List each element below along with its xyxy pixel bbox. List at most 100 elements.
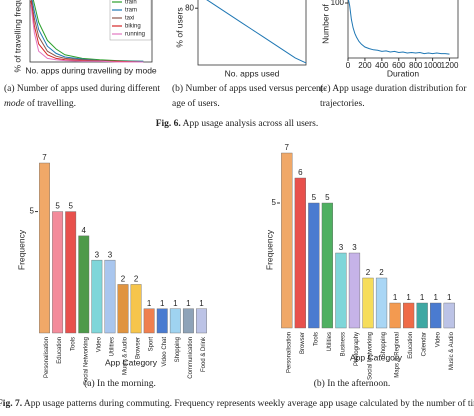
x-tick-label: Maps & Regional <box>395 332 401 378</box>
value-label: 7 <box>285 143 290 152</box>
caption-part: App usage patterns during commuting. Fre… <box>22 398 474 409</box>
y-tick-label: 80 <box>185 3 194 12</box>
figure-caption: Fig. 7. App usage patterns during commut… <box>0 398 474 409</box>
x-tick-label: Video Chat <box>162 337 168 367</box>
y-tick-label: 5 <box>30 207 35 216</box>
caption: mode of travelling. <box>4 98 76 109</box>
x-tick-label: Calendar <box>422 332 428 356</box>
value-label: 3 <box>339 243 344 252</box>
bar <box>443 302 455 329</box>
value-label: 3 <box>352 243 357 252</box>
bar <box>281 152 293 329</box>
chart: 5 7 Personalisation 6 Browser 5 Tools 5 Utilitie… <box>264 143 455 380</box>
plot-frame <box>29 0 153 63</box>
x-tick-label: Photography <box>354 332 360 366</box>
bar <box>308 202 320 329</box>
value-label: 7 <box>42 153 47 162</box>
caption: (a) In the morning. <box>84 378 156 389</box>
x-tick-label: 600 <box>392 61 406 70</box>
caption: trajectories. <box>320 99 365 109</box>
x-tick-label: 400 <box>375 61 389 70</box>
value-label: 1 <box>147 299 152 308</box>
caption: (b) Number of apps used versus percent- <box>172 83 327 94</box>
x-tick-label: Sport <box>149 337 155 352</box>
value-label: 5 <box>325 193 330 202</box>
value-label: 1 <box>173 299 178 308</box>
x-tick-label: Browser <box>300 332 306 354</box>
value-label: 2 <box>134 275 139 284</box>
value-label: 5 <box>68 202 73 211</box>
caption: (a) Number of apps used during different <box>4 83 160 94</box>
y-tick-label: 100 <box>331 0 345 7</box>
bar <box>52 211 64 334</box>
bar <box>403 302 415 329</box>
x-axis-label: No. apps used <box>225 68 280 78</box>
caption: (b) In the afternoon. <box>314 378 391 389</box>
x-tick-label: Social Networking <box>83 337 89 385</box>
x-tick-label: 1200 <box>441 61 459 70</box>
bar <box>182 308 194 334</box>
plot-frame <box>197 0 307 66</box>
chart: train tram taxi biking running % of travellin… <box>12 0 157 75</box>
value-label: 1 <box>199 299 204 308</box>
bar <box>362 277 374 329</box>
x-tick-label: 1000 <box>424 61 442 70</box>
x-tick-label: Education <box>408 332 414 359</box>
bar <box>321 202 334 329</box>
x-tick-label: Browser <box>136 337 142 359</box>
value-label: 1 <box>406 293 411 302</box>
caption: age of users. <box>172 98 220 109</box>
value-label: 2 <box>121 275 126 284</box>
bar <box>104 259 116 334</box>
y-axis-label: % of users <box>174 7 184 47</box>
x-tick-label: Tools <box>70 337 76 351</box>
x-axis-label: App Category <box>350 352 403 362</box>
value-label: 1 <box>186 299 191 308</box>
x-tick-label: Business <box>341 332 347 356</box>
bar <box>294 177 306 329</box>
value-label: 5 <box>312 193 317 202</box>
chart: 80% of users No. apps used <box>174 0 307 78</box>
y-tick-label: 5 <box>272 198 277 207</box>
x-tick-label: Utilities <box>110 337 116 356</box>
data-line <box>30 4 144 63</box>
x-tick-label: Music & Audio <box>123 336 129 375</box>
bar <box>143 308 155 334</box>
figure-caption: Fig. 6. App usage analysis across all us… <box>156 119 319 129</box>
x-tick-label: Food & Drink <box>201 336 207 372</box>
bar <box>196 308 207 334</box>
x-tick-label: Communication <box>188 337 194 379</box>
y-axis-label: Frequency <box>264 229 274 270</box>
x-tick-label: Social Networking <box>368 332 374 380</box>
value-label: 2 <box>366 268 371 277</box>
x-axis-label: Duration <box>387 68 419 78</box>
bar <box>335 252 347 329</box>
data-line <box>32 0 144 62</box>
x-tick-label: Video <box>435 331 441 347</box>
caption-part: Fig. 6. <box>156 119 181 129</box>
value-label: 3 <box>95 250 100 259</box>
x-axis-label: App Category <box>105 357 158 367</box>
value-label: 1 <box>433 293 438 302</box>
x-tick-label: Shopping <box>175 337 181 362</box>
bar <box>156 308 168 334</box>
caption-part: of travelling. <box>25 98 76 109</box>
x-tick-label: 200 <box>358 61 372 70</box>
bar <box>375 277 388 329</box>
bar <box>348 252 361 329</box>
bar <box>39 162 50 334</box>
value-label: 1 <box>393 293 398 302</box>
x-tick-label: Utilities <box>327 332 333 351</box>
y-axis-label: Frequency <box>16 229 26 270</box>
value-label: 1 <box>160 299 165 308</box>
bar <box>430 302 442 329</box>
legend <box>109 0 152 41</box>
value-label: 1 <box>420 293 425 302</box>
x-tick-label: Personalisation <box>286 332 292 373</box>
value-label: 3 <box>108 250 113 259</box>
x-tick-label: Music & Audio <box>449 331 455 370</box>
legend-label: tram <box>125 8 137 14</box>
bar <box>416 302 428 329</box>
